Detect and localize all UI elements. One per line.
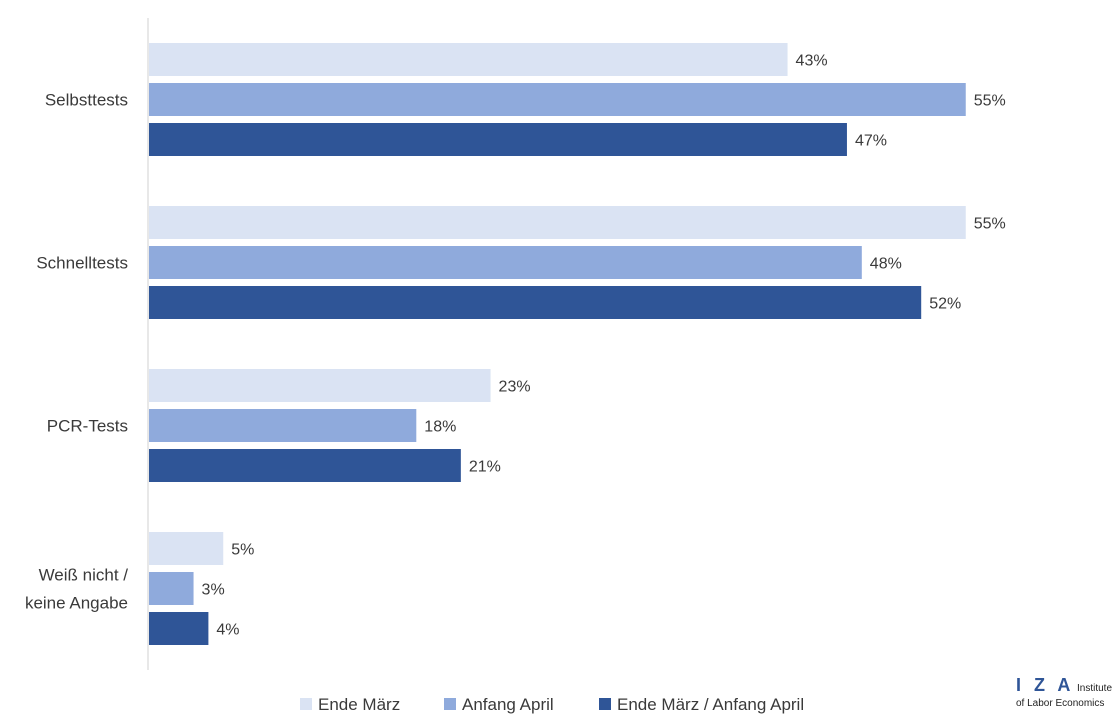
data-label: 5% [231,542,254,559]
data-label: 3% [202,582,225,599]
data-label: 48% [870,256,902,273]
data-label: 23% [499,379,531,396]
legend-label: Anfang April [462,695,554,714]
data-label: 47% [855,133,887,150]
bar [149,409,417,442]
category-label: Weiß nicht / keine Angabe [25,566,128,613]
data-label: 43% [796,53,828,70]
legend-swatch [300,698,312,710]
category-label: Schnelltests [36,254,128,273]
legend: Ende März Anfang April Ende März / Anfang … [300,695,804,714]
legend-swatch [444,698,456,710]
logo-line2: of Labor Economics [1016,698,1104,709]
bar [149,286,922,319]
bar [149,123,847,156]
legend-label: Ende März [318,695,400,714]
data-label: 4% [216,622,239,639]
data-label: 55% [974,93,1006,110]
bar [149,206,966,239]
logo-letters: I Z A [1016,675,1074,695]
legend-swatch [599,698,611,710]
bar [149,246,862,279]
bar [149,532,224,565]
bar [149,83,966,116]
bar [149,449,461,482]
bar [149,612,209,645]
bar [149,369,491,402]
data-label: 55% [974,216,1006,233]
category-label: PCR-Tests [47,417,128,436]
bars-group: 43% 55% 23% 5% 55% 48% 18% 3% 47% 52% 21% 4% [149,43,1006,645]
category-label: Selbsttests [45,91,128,110]
logo-line1: Institute [1077,683,1112,694]
bar [149,43,788,76]
bar [149,572,194,605]
iza-logo: I Z A Institute of Labor Economics [1016,675,1112,709]
category-labels: Selbsttests Schnelltests PCR-Tests Weiß nic… [25,91,128,613]
data-label: 21% [469,459,501,476]
data-label: 18% [424,419,456,436]
data-label: 52% [929,296,961,313]
legend-label: Ende März / Anfang April [617,695,804,714]
